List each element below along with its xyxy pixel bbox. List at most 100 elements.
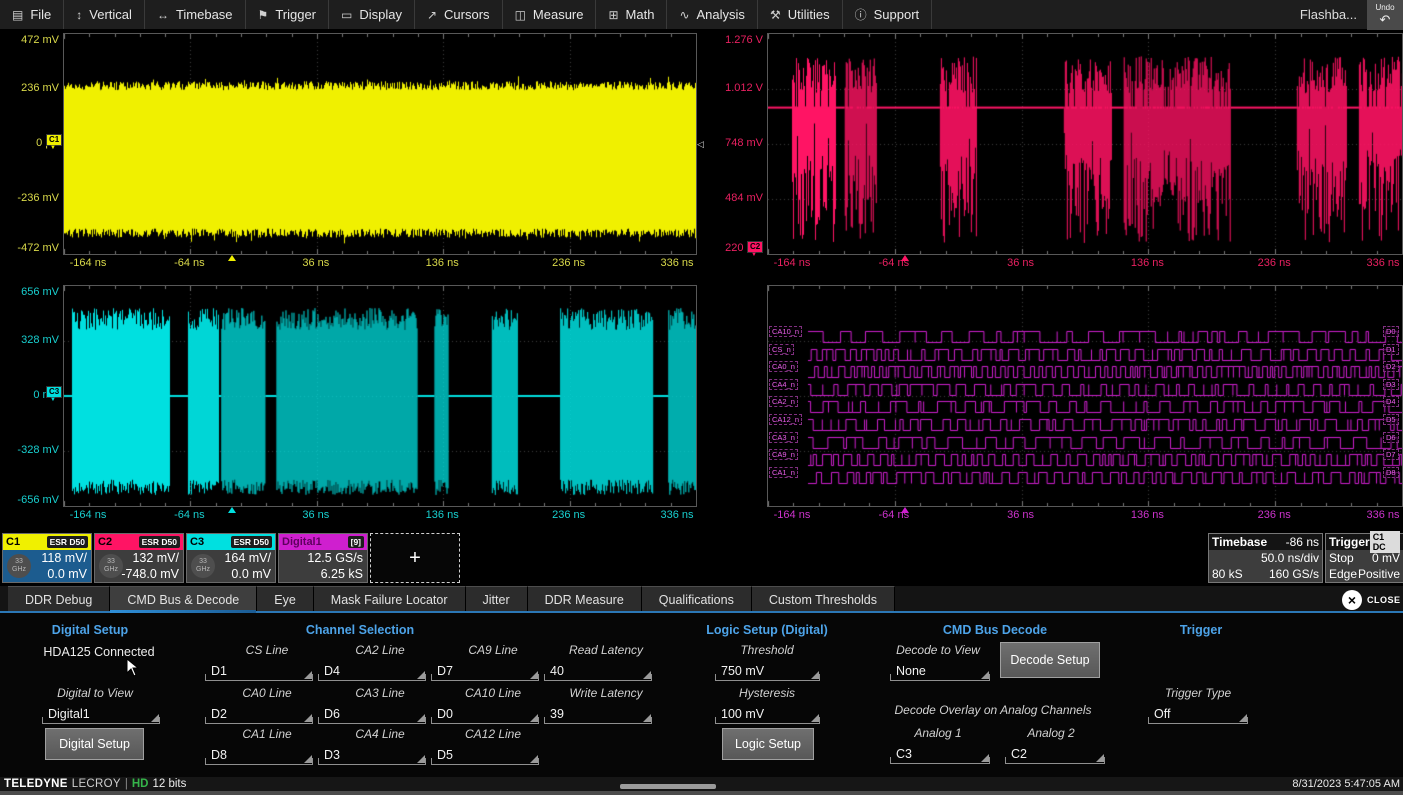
trigger-type-dropdown[interactable]: Off bbox=[1148, 703, 1248, 724]
menu-item-cursors[interactable]: ↗ Cursors bbox=[415, 0, 503, 29]
ca9-line-dropdown[interactable]: D7 bbox=[431, 660, 539, 681]
trigger-state: Stop bbox=[1329, 551, 1354, 565]
y-axis-label: -328 mV bbox=[17, 444, 59, 456]
dropdown-value: D1 bbox=[211, 664, 227, 678]
descriptor-box-digital1[interactable]: Digital1 [9] 12.5 GS/s 6.25 kS bbox=[278, 533, 368, 583]
ca10-line-dropdown[interactable]: D0 bbox=[431, 703, 539, 724]
waveform-grid-digital1[interactable] bbox=[767, 285, 1403, 507]
digital-to-view-dropdown[interactable]: Digital1 bbox=[42, 703, 160, 724]
ca12-line-dropdown[interactable]: D5 bbox=[431, 744, 539, 765]
trigger-position-marker bbox=[901, 507, 909, 513]
write-latency-dropdown[interactable]: 39 bbox=[544, 703, 652, 724]
ca2-line-dropdown[interactable]: D4 bbox=[318, 660, 426, 681]
ca0-line-label: CA0 Line bbox=[242, 686, 292, 700]
digital-line-label-d1: D1 bbox=[1383, 343, 1399, 355]
menu-item-math[interactable]: ⊞ Math bbox=[596, 0, 668, 29]
dropdown-arrow-icon bbox=[1096, 754, 1104, 762]
menu-item-file[interactable]: ▤ File bbox=[0, 0, 65, 29]
ca1-line-dropdown[interactable]: D8 bbox=[205, 744, 313, 765]
ca0-line-dropdown[interactable]: D2 bbox=[205, 703, 313, 724]
x-axis-label: -164 ns bbox=[69, 509, 107, 521]
menu-item-label: Display bbox=[359, 7, 402, 22]
logic-setup-header: Logic Setup (Digital) bbox=[706, 623, 828, 637]
add-trace-button[interactable]: + bbox=[370, 533, 460, 583]
decode-to-view-label: Decode to View bbox=[896, 643, 980, 657]
dropdown-arrow-icon bbox=[643, 671, 651, 679]
menu-item-support[interactable]: ⓘ Support bbox=[843, 0, 933, 29]
y-axis-label: 472 mV bbox=[21, 34, 59, 46]
tab-eye[interactable]: Eye bbox=[257, 586, 314, 613]
c2-volts-per-div: 132 mV/ bbox=[132, 551, 179, 565]
measure-icon: ◫ bbox=[514, 7, 526, 22]
timebase-per-div: 50.0 ns/div bbox=[1260, 551, 1319, 565]
tab-qualifications[interactable]: Qualifications bbox=[641, 586, 752, 613]
threshold-dropdown[interactable]: 750 mV bbox=[715, 660, 820, 681]
decode-setup-button[interactable]: Decode Setup bbox=[1000, 642, 1100, 678]
analog1-label: Analog 1 bbox=[914, 726, 962, 740]
hysteresis-dropdown[interactable]: 100 mV bbox=[715, 703, 820, 724]
descriptor-box-c3[interactable]: C3 ESR D50 33 GHz 164 mV/ 0.0 mV bbox=[186, 533, 276, 583]
menu-item-label: File bbox=[30, 7, 52, 22]
digital-line-label-d3: D3 bbox=[1383, 378, 1399, 390]
menu-item-utilities[interactable]: ⚒ Utilities bbox=[758, 0, 843, 29]
dropdown-arrow-icon bbox=[417, 755, 425, 763]
ca4-line-dropdown[interactable]: D3 bbox=[318, 744, 426, 765]
analog1-dropdown[interactable]: C3 bbox=[890, 743, 990, 764]
tab-cmd-bus-decode[interactable]: CMD Bus & Decode bbox=[110, 586, 258, 613]
decode-to-view-dropdown[interactable]: None bbox=[890, 660, 990, 681]
undo-button[interactable]: Undo ↶ bbox=[1367, 0, 1403, 30]
ca9-line-label: CA9 Line bbox=[468, 643, 518, 657]
tab-mask-failure-locator[interactable]: Mask Failure Locator bbox=[313, 586, 466, 613]
x-axis-label: -164 ns bbox=[773, 257, 811, 269]
ca3-line-dropdown[interactable]: D6 bbox=[318, 703, 426, 724]
read-latency-dropdown[interactable]: 40 bbox=[544, 660, 652, 681]
timebase-summary-box[interactable]: Timebase -86 ns 50.0 ns/div 80 kS 160 GS… bbox=[1208, 533, 1323, 583]
y-axis-label: -472 mV bbox=[17, 242, 59, 254]
teledyne-lecroy-logo: TELEDYNE LECROY | HD 12 bits bbox=[4, 778, 187, 790]
c2-offset: -748.0 mV bbox=[121, 567, 179, 581]
c3-probe-chip: ESR D50 bbox=[230, 536, 272, 548]
menu-item-trigger[interactable]: ⚑ Trigger bbox=[246, 0, 330, 29]
menu-item-display[interactable]: ▭ Display bbox=[329, 0, 415, 29]
dialog-close[interactable]: × CLOSE bbox=[1342, 586, 1403, 613]
dropdown-arrow-icon bbox=[304, 714, 312, 722]
ground-marker-icon: ▼ bbox=[751, 252, 757, 258]
close-icon[interactable]: × bbox=[1342, 589, 1362, 610]
digital-trace-label-ca4-n: CA4_n bbox=[769, 378, 798, 390]
descriptor-box-c2[interactable]: C2 ESR D50 33 GHz 132 mV/ -748.0 mV bbox=[94, 533, 184, 583]
bottom-edge-strip bbox=[0, 791, 1403, 795]
grid-divider-collapse-arrow[interactable]: ◁ bbox=[697, 139, 704, 149]
waveform-grid-c1[interactable] bbox=[63, 33, 697, 255]
tab-jitter[interactable]: Jitter bbox=[465, 586, 528, 613]
tab-ddr-measure[interactable]: DDR Measure bbox=[527, 586, 642, 613]
menu-item-vertical[interactable]: ↕ Vertical bbox=[64, 0, 145, 29]
digital-line-label-d2: D2 bbox=[1383, 361, 1399, 373]
x-axis-label: -64 ns bbox=[174, 257, 205, 269]
digital-setup-button[interactable]: Digital Setup bbox=[45, 728, 144, 760]
menu-item-label: Vertical bbox=[89, 7, 132, 22]
trigger-mode: Edge bbox=[1329, 567, 1358, 581]
menu-item-timebase[interactable]: ↔ Timebase bbox=[145, 0, 246, 29]
logic-setup-button[interactable]: Logic Setup bbox=[722, 728, 814, 760]
menu-items: ▤ File ↕ Vertical ↔ Timebase ⚑ Trigger ▭ Display ↗… bbox=[0, 0, 933, 29]
waveform-grid-c3[interactable] bbox=[63, 285, 697, 507]
tab-bar-lead bbox=[0, 586, 8, 613]
c3-bandwidth-badge: 33 GHz bbox=[191, 554, 215, 578]
menu-item-analysis[interactable]: ∿ Analysis bbox=[667, 0, 758, 29]
waveform-grid-c2[interactable] bbox=[767, 33, 1403, 255]
analog2-dropdown[interactable]: C2 bbox=[1005, 743, 1105, 764]
c1-zero-badge: C1 bbox=[46, 134, 63, 146]
trigger-summary-box[interactable]: Trigger C1 DC Stop 0 mV Edge Positive bbox=[1325, 531, 1403, 583]
descriptor-box-c1[interactable]: C1 ESR D50 33 GHz 118 mV/ 0.0 mV bbox=[2, 533, 92, 583]
digital-trace-label-ca3-n: CA3_n bbox=[769, 431, 798, 443]
tab-custom-thresholds[interactable]: Custom Thresholds bbox=[751, 586, 895, 613]
c3-waveform-canvas bbox=[64, 286, 696, 506]
tab-ddr-debug[interactable]: DDR Debug bbox=[8, 586, 111, 613]
ca2-line-label: CA2 Line bbox=[355, 643, 405, 657]
cs-line-dropdown[interactable]: D1 bbox=[205, 660, 313, 681]
dropdown-value: 39 bbox=[550, 707, 564, 721]
x-axis-label: 36 ns bbox=[302, 257, 330, 269]
file-icon: ▤ bbox=[12, 7, 24, 22]
menu-item-measure[interactable]: ◫ Measure bbox=[503, 0, 597, 29]
taskbar-scroll-handle[interactable] bbox=[620, 784, 716, 789]
